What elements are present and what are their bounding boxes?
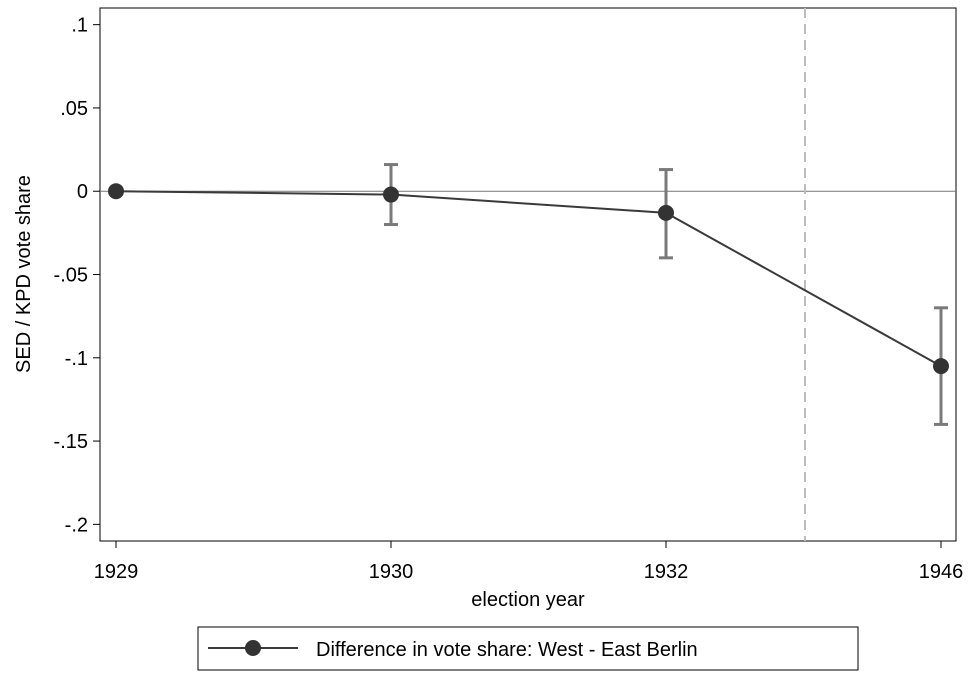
data-point	[933, 358, 949, 375]
y-axis-ticks: .1 .05 0 -.05 -.1 -.15 -.2	[54, 15, 100, 536]
legend-box	[197, 626, 859, 671]
data-point	[108, 183, 124, 200]
y-tick-label: -.15	[54, 431, 88, 453]
y-tick-label: 0	[77, 181, 88, 203]
x-tick-label: 1929	[94, 561, 139, 583]
legend-marker-sample	[245, 640, 261, 656]
y-tick-label: -.2	[65, 514, 88, 536]
plot-area	[99, 7, 957, 542]
legend-label: Difference in vote share: West - East Be…	[316, 639, 698, 661]
series-line-group	[115, 190, 942, 367]
x-tick-label: 1932	[644, 561, 689, 583]
series-line	[115, 190, 942, 367]
x-axis-title: election year	[471, 589, 585, 611]
y-tick-label: .1	[71, 15, 88, 37]
legend: Difference in vote share: West - East Be…	[197, 626, 859, 671]
data-point	[383, 186, 399, 203]
x-axis-ticks: 1929 1930 1932 1946	[94, 541, 964, 583]
y-tick-label: .05	[60, 98, 88, 120]
data-markers	[108, 183, 949, 375]
y-tick-label: -.1	[65, 348, 88, 370]
y-axis-title: SED / KPD vote share	[13, 175, 35, 373]
x-tick-label: 1930	[369, 561, 414, 583]
y-tick-label: -.05	[54, 265, 88, 287]
x-tick-label: 1946	[919, 561, 964, 583]
reference-lines	[100, 8, 956, 541]
data-point	[658, 204, 674, 221]
